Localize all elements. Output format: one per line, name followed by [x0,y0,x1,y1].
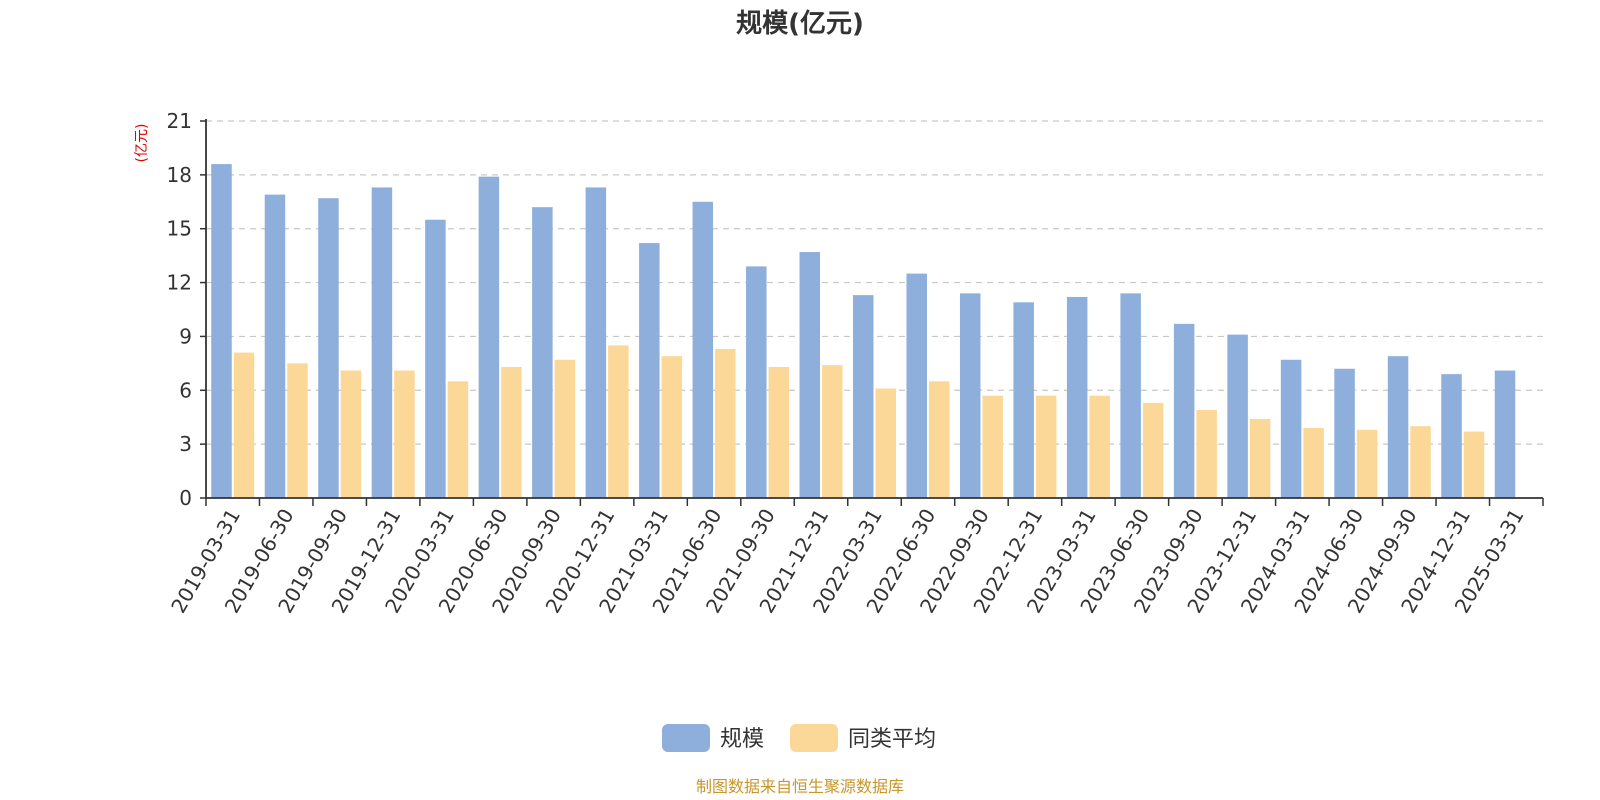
scale-bar[interactable] [371,187,393,498]
scale-bar[interactable] [1441,374,1462,498]
peer-average-bar[interactable] [1142,402,1164,498]
scale-bar[interactable] [478,176,500,498]
scale-bar[interactable] [853,295,874,498]
peer-average-bar[interactable] [1303,427,1324,498]
peer-average-bar[interactable] [554,359,576,498]
scale-bar[interactable] [318,198,339,498]
legend: 规模 同类平均 [662,724,936,752]
peer-average-bar[interactable] [394,370,415,498]
legend-label-peer-average[interactable]: 同类平均 [848,727,936,752]
source-note: 制图数据来自恒生聚源数据库 [696,777,904,796]
scale-bar[interactable] [211,164,232,499]
scale-bar[interactable] [264,194,286,498]
peer-average-bar[interactable] [928,381,950,498]
legend-swatch-peer-average[interactable] [790,724,838,752]
scale-bar[interactable] [639,243,660,498]
y-tick-label: 6 [179,378,192,402]
scale-bar[interactable] [585,187,607,498]
peer-average-bar[interactable] [340,370,362,498]
y-tick-label: 3 [179,432,192,456]
peer-average-bar[interactable] [233,352,255,498]
scale-bar[interactable] [1334,368,1355,498]
peer-average-bar[interactable] [1356,429,1378,498]
peer-average-bar[interactable] [822,365,843,498]
peer-average-bar[interactable] [447,381,469,498]
scale-bar[interactable] [1280,359,1302,498]
bars [211,164,1516,499]
legend-label-scale[interactable]: 规模 [720,727,764,752]
y-tick-label: 18 [167,163,192,187]
peer-average-bar[interactable] [287,363,308,498]
y-tick-label: 15 [167,217,192,241]
scale-bar[interactable] [1120,293,1141,498]
peer-average-bar[interactable] [608,345,629,498]
peer-average-bar[interactable] [715,348,736,498]
y-tick-label: 12 [167,271,192,295]
scale-bar[interactable] [425,219,446,498]
scale-bar[interactable] [746,266,767,498]
scale-bar[interactable] [692,201,714,499]
scale-bar[interactable] [1387,356,1409,498]
chart-title: 规模(亿元) [736,9,864,39]
peer-average-bar[interactable] [1089,395,1110,498]
y-tick-label: 0 [179,486,192,510]
y-axis-unit: (亿元) [134,124,150,163]
scale-bar[interactable] [799,252,821,498]
scale-bar[interactable] [532,207,553,498]
scale-bar[interactable] [1494,370,1516,498]
peer-average-bar[interactable] [875,388,897,498]
legend-swatch-scale[interactable] [662,724,710,752]
peer-average-bar[interactable] [1196,410,1217,498]
scale-bar[interactable] [906,273,927,498]
peer-average-bar[interactable] [768,366,790,498]
peer-average-bar[interactable] [1463,431,1485,498]
peer-average-bar[interactable] [1410,426,1431,498]
y-tick-label: 9 [179,324,192,348]
peer-average-bar[interactable] [661,356,683,498]
scale-bar[interactable] [1173,323,1195,498]
peer-average-bar[interactable] [1035,395,1057,498]
scale-bar[interactable] [959,293,981,498]
peer-average-bar[interactable] [501,366,522,498]
peer-average-bar[interactable] [1249,419,1271,498]
y-tick-label: 21 [167,109,192,133]
scale-bar[interactable] [1013,302,1034,498]
scale-bar[interactable] [1227,334,1248,498]
scale-bar[interactable] [1066,296,1088,498]
peer-average-bar[interactable] [982,395,1003,498]
